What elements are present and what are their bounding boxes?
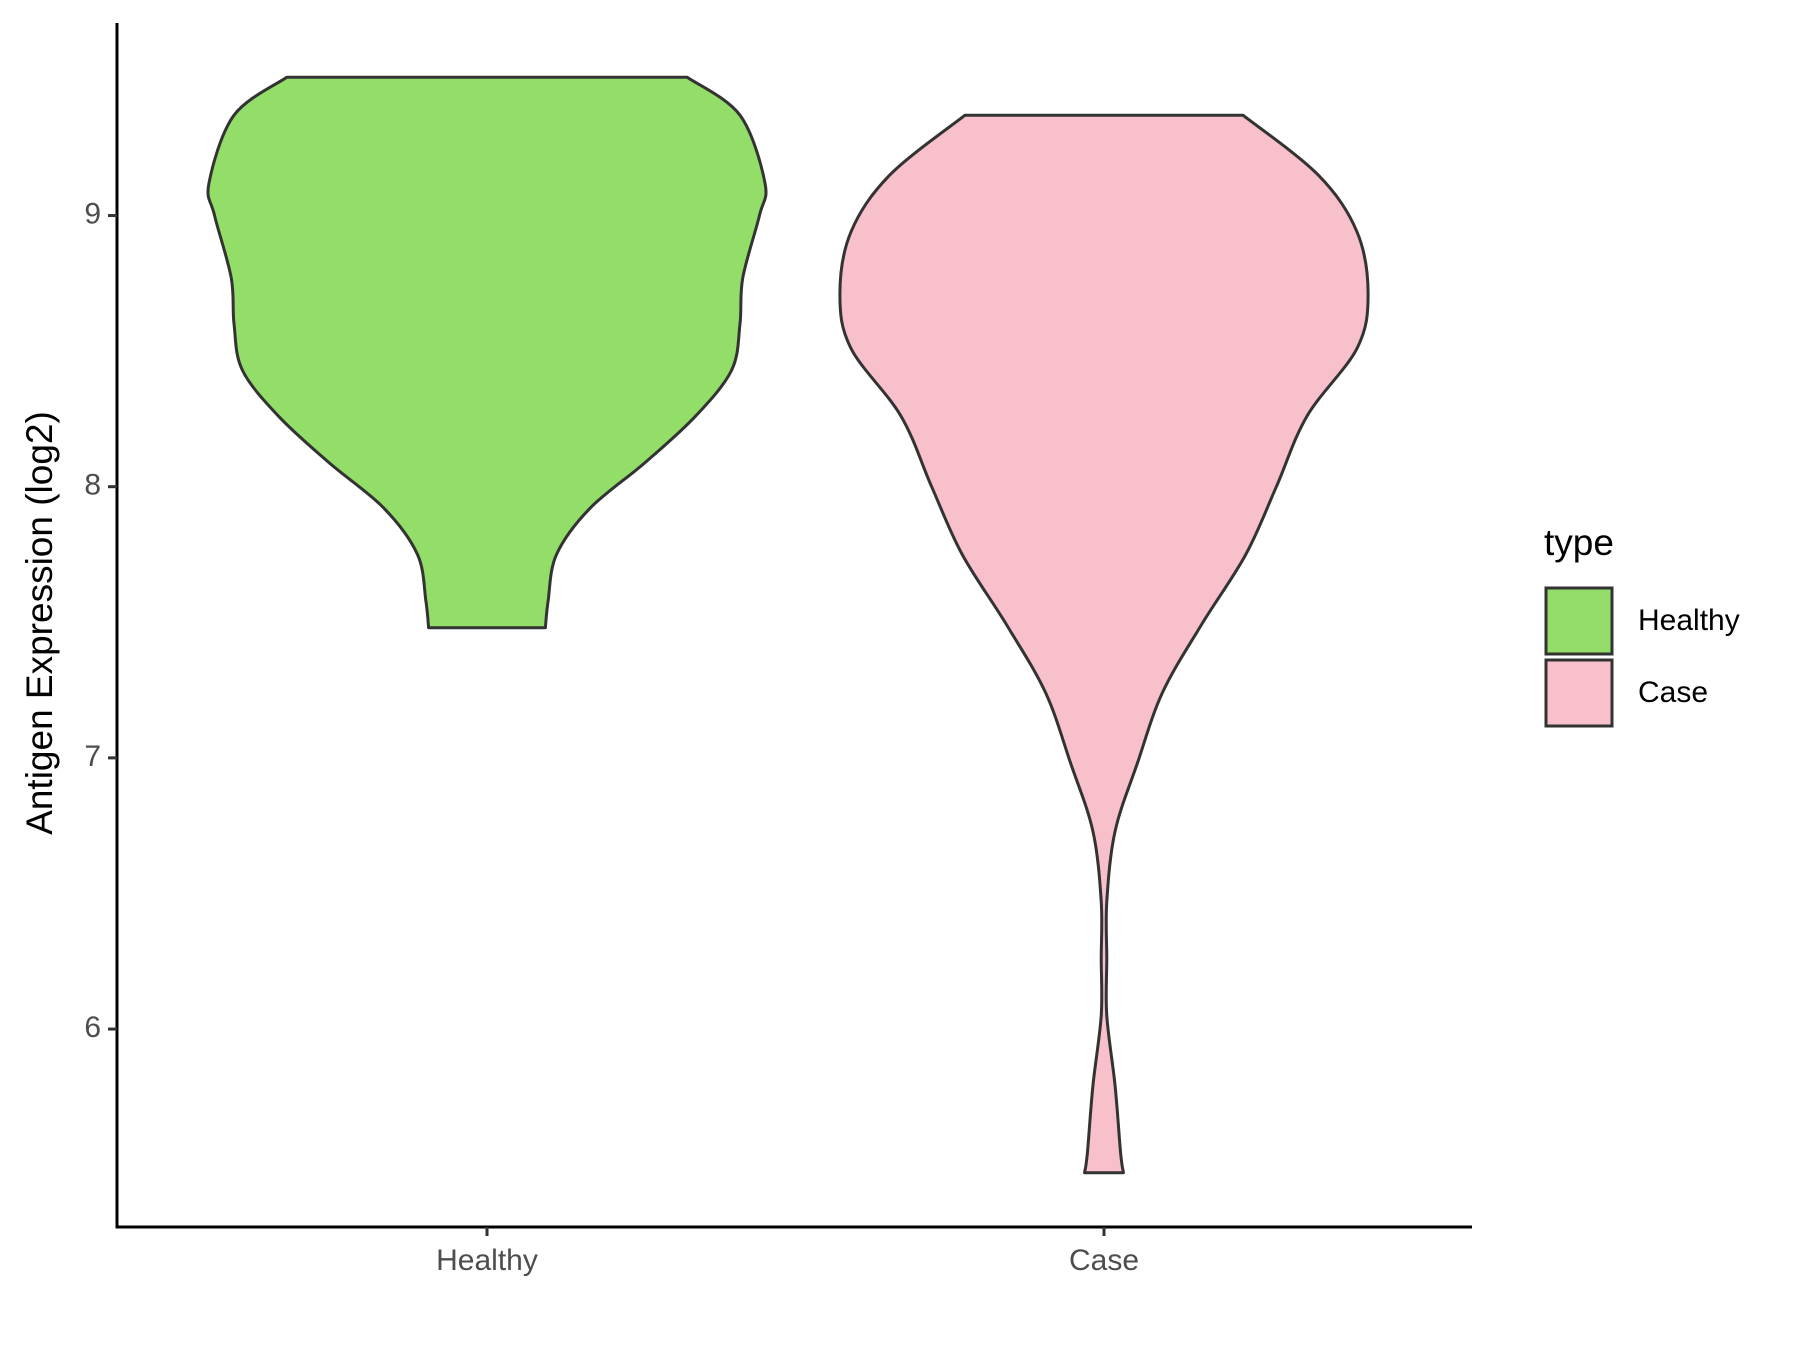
legend-label: Case (1638, 676, 1708, 709)
y-tick-label: 7 (84, 740, 101, 773)
x-tick-label: Healthy (436, 1244, 538, 1277)
x-tick-label: Case (1069, 1244, 1139, 1277)
legend-key (1544, 658, 1614, 728)
legend-key (1544, 586, 1614, 656)
violin (206, 75, 768, 630)
y-tick-label: 6 (84, 1011, 101, 1044)
violin (838, 113, 1370, 1175)
legend-label: Healthy (1638, 604, 1740, 637)
y-tick-label: 9 (84, 197, 101, 230)
y-axis-title: Antigen Expression (log2) (19, 411, 60, 835)
legend-title: type (1544, 522, 1614, 563)
y-tick-label: 8 (84, 469, 101, 502)
